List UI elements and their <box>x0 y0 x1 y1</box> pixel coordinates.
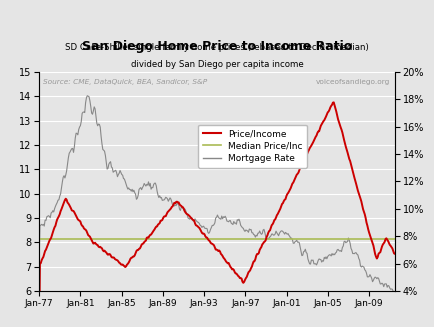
Text: divided by San Diego per capita income: divided by San Diego per capita income <box>131 60 303 69</box>
Text: Source: CME, DataQuick, BEA, Sandicor, S&P: Source: CME, DataQuick, BEA, Sandicor, S… <box>43 78 207 85</box>
Legend: Price/Income, Median Price/Inc, Mortgage Rate: Price/Income, Median Price/Inc, Mortgage… <box>198 125 307 168</box>
Text: voiceofsandiego.org: voiceofsandiego.org <box>316 78 390 84</box>
Title: San Diego Home Price to Income Ratio: San Diego Home Price to Income Ratio <box>82 40 352 53</box>
Text: SD Case-Shiller single family home prices (rebased to Dec 07 median): SD Case-Shiller single family home price… <box>65 43 369 52</box>
